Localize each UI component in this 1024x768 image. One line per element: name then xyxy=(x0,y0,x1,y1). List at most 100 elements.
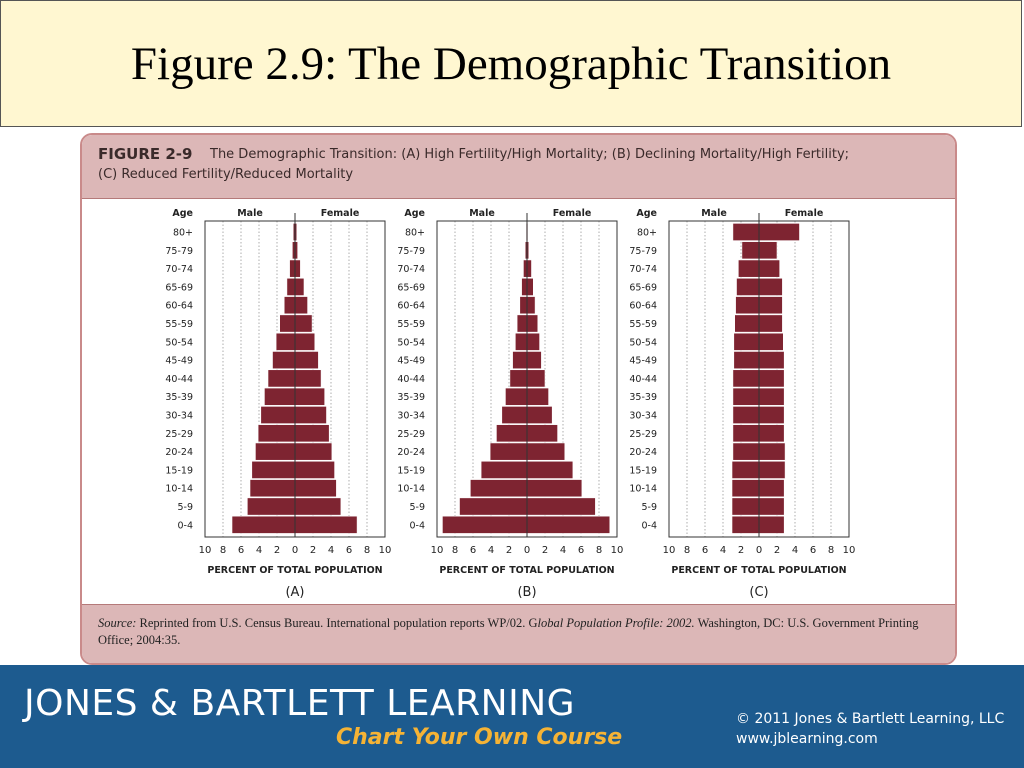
bar-male xyxy=(267,369,296,388)
age-tick-label: 70-74 xyxy=(397,264,425,275)
bar-female xyxy=(526,314,539,333)
bar-female xyxy=(526,479,583,498)
bar-female xyxy=(526,424,558,443)
bar-female xyxy=(758,515,785,534)
bar-female xyxy=(758,351,785,370)
x-axis-label: PERCENT OF TOTAL POPULATION xyxy=(671,565,846,576)
bar-female xyxy=(526,259,532,278)
bar-male xyxy=(523,259,528,278)
source-label: Source: xyxy=(98,616,137,630)
female-header: Female xyxy=(785,208,824,219)
bar-male xyxy=(732,406,760,424)
bar-female xyxy=(526,296,536,315)
bar-male xyxy=(731,479,760,498)
x-tick-label: 8 xyxy=(364,545,370,556)
bar-male xyxy=(489,442,528,461)
bar-male xyxy=(512,351,528,370)
age-tick-label: 40-44 xyxy=(629,374,657,385)
age-tick-label: 30-34 xyxy=(629,411,657,422)
copyright-notice: © 2011 Jones & Bartlett Learning, LLC xyxy=(736,711,1005,727)
x-tick-label: 4 xyxy=(792,545,798,556)
age-tick-label: 40-44 xyxy=(165,374,193,385)
age-tick-label: 0-4 xyxy=(641,520,657,531)
x-tick-label: 10 xyxy=(843,545,856,556)
publisher-brand: JONES & BARTLETT LEARNING xyxy=(24,683,576,724)
x-tick-label: 8 xyxy=(220,545,226,556)
x-tick-label: 2 xyxy=(738,545,744,556)
x-tick-label: 4 xyxy=(560,545,566,556)
bar-female xyxy=(294,497,342,516)
bar-female xyxy=(294,424,330,443)
bar-female xyxy=(758,460,786,479)
age-tick-label: 80+ xyxy=(173,228,193,239)
age-tick-label: 20-24 xyxy=(397,447,425,458)
x-tick-label: 8 xyxy=(596,545,602,556)
age-tick-label: 60-64 xyxy=(397,301,425,312)
bar-male xyxy=(260,406,296,424)
bar-male xyxy=(521,277,528,296)
bar-female xyxy=(526,460,574,479)
figure-caption-line2: (C) Reduced Fertility/Reduced Mortality xyxy=(98,167,354,182)
bar-male xyxy=(283,296,296,315)
age-tick-label: 80+ xyxy=(405,228,425,239)
x-axis-label: PERCENT OF TOTAL POPULATION xyxy=(207,565,382,576)
x-tick-label: 6 xyxy=(702,545,708,556)
age-tick-label: 15-19 xyxy=(397,465,425,476)
age-tick-label: 45-49 xyxy=(397,356,425,367)
x-tick-label: 4 xyxy=(328,545,334,556)
bar-male xyxy=(255,442,296,461)
age-tick-label: 45-49 xyxy=(629,356,657,367)
age-tick-label: 10-14 xyxy=(629,484,657,495)
bar-male xyxy=(251,460,296,479)
male-header: Male xyxy=(237,208,263,219)
bar-male xyxy=(519,296,528,315)
age-tick-label: 60-64 xyxy=(165,301,193,312)
x-axis-label: PERCENT OF TOTAL POPULATION xyxy=(439,565,614,576)
x-tick-label: 2 xyxy=(542,545,548,556)
bar-male xyxy=(257,424,296,443)
x-tick-label: 0 xyxy=(524,545,530,556)
figure-source: Source: Reprinted from U.S. Census Burea… xyxy=(82,604,955,663)
bar-female xyxy=(294,479,337,498)
age-tick-label: 65-69 xyxy=(397,282,425,293)
bar-male xyxy=(733,332,760,351)
bar-female xyxy=(294,332,316,351)
bar-female xyxy=(758,241,778,260)
bar-male xyxy=(732,442,760,461)
bar-male xyxy=(735,296,760,315)
bar-male xyxy=(459,497,528,516)
bar-male xyxy=(737,259,760,278)
age-tick-label: 30-34 xyxy=(397,411,425,422)
age-tick-label: 70-74 xyxy=(165,264,193,275)
age-tick-label: 15-19 xyxy=(165,465,193,476)
bar-female xyxy=(758,369,785,388)
x-tick-label: 10 xyxy=(379,545,392,556)
age-tick-label: 65-69 xyxy=(629,282,657,293)
bar-male xyxy=(732,387,760,406)
bar-male xyxy=(509,369,528,388)
website-link[interactable]: www.jblearning.com xyxy=(736,731,878,747)
bar-female xyxy=(526,387,549,406)
bar-male xyxy=(249,479,296,498)
x-tick-label: 2 xyxy=(310,545,316,556)
bar-male xyxy=(480,460,528,479)
source-text: Source: Reprinted from U.S. Census Burea… xyxy=(98,615,938,649)
age-header: Age xyxy=(172,208,193,219)
bar-female xyxy=(758,406,785,424)
age-tick-label: 65-69 xyxy=(165,282,193,293)
age-tick-label: 80+ xyxy=(637,228,657,239)
x-tick-label: 10 xyxy=(431,545,444,556)
bar-male xyxy=(734,314,760,333)
bar-female xyxy=(758,314,783,333)
bar-male xyxy=(732,369,760,388)
bar-male xyxy=(731,460,760,479)
age-tick-label: 5-9 xyxy=(177,502,193,513)
x-tick-label: 2 xyxy=(774,545,780,556)
age-tick-label: 30-34 xyxy=(165,411,193,422)
figure-header: FIGURE 2-9 The Demographic Transition: (… xyxy=(82,135,955,199)
x-tick-label: 6 xyxy=(346,545,352,556)
age-tick-label: 55-59 xyxy=(165,319,193,330)
age-tick-label: 50-54 xyxy=(397,337,425,348)
bar-female xyxy=(294,277,305,296)
x-tick-label: 4 xyxy=(488,545,494,556)
